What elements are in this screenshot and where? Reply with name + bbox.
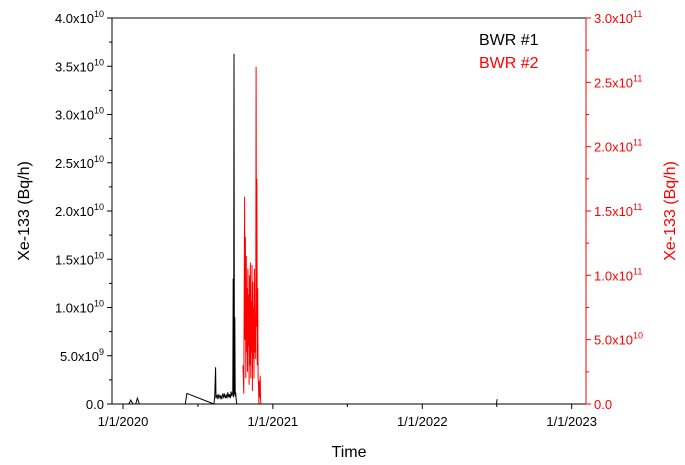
left-tick-label: 5.0x109 [60,347,104,364]
x-tick-label: 1/1/2023 [546,414,597,429]
x-tick-label: 1/1/2022 [397,414,448,429]
series-bwr2 [242,66,267,405]
right-axis-ticks: 0.0 5.0x1010 1.0x1011 1.5x1011 2.0x1011 2.5x1… [586,9,643,412]
right-tick-label: 1.5x1011 [594,202,642,219]
right-tick-label: 0.0 [594,397,612,412]
x-tick-label: 1/1/2020 [98,414,149,429]
right-tick-label: 5.0x1010 [594,331,643,348]
x-axis-ticks: 1/1/2020 1/1/2021 1/1/2022 1/1/2023 [98,404,597,429]
series-bwr1 [128,53,498,405]
right-tick-label: 1.0x1011 [594,266,642,283]
left-tick-label: 4.0x1010 [55,9,104,26]
x-tick-label: 1/1/2021 [248,414,299,429]
left-tick-label: 2.5x1010 [55,154,104,171]
x-axis-title: Time [332,444,367,461]
left-axis-title: Xe-133 (Bq/h) [16,161,33,261]
legend-entry-bwr1: BWR #1 [479,32,539,49]
series-line-bwr1 [128,53,498,405]
series-line-bwr2 [242,66,267,405]
left-tick-label: 1.5x1010 [55,250,104,267]
right-tick-label: 2.0x1011 [594,138,642,155]
right-tick-label: 2.5x1011 [594,73,642,90]
left-tick-label: 0.0 [86,397,104,412]
left-tick-label: 3.5x1010 [55,57,104,74]
left-tick-label: 2.0x1010 [55,202,104,219]
right-axis-title: Xe-133 (Bq/h) [662,161,679,261]
left-tick-label: 3.0x1010 [55,106,104,123]
left-tick-label: 1.0x1010 [55,299,104,316]
right-tick-label: 3.0x1011 [594,9,642,26]
left-axis-ticks: 0.0 5.0x109 1.0x1010 1.5x1010 2.0x1010 2.5x10… [55,9,112,412]
legend-entry-bwr2: BWR #2 [479,55,539,72]
